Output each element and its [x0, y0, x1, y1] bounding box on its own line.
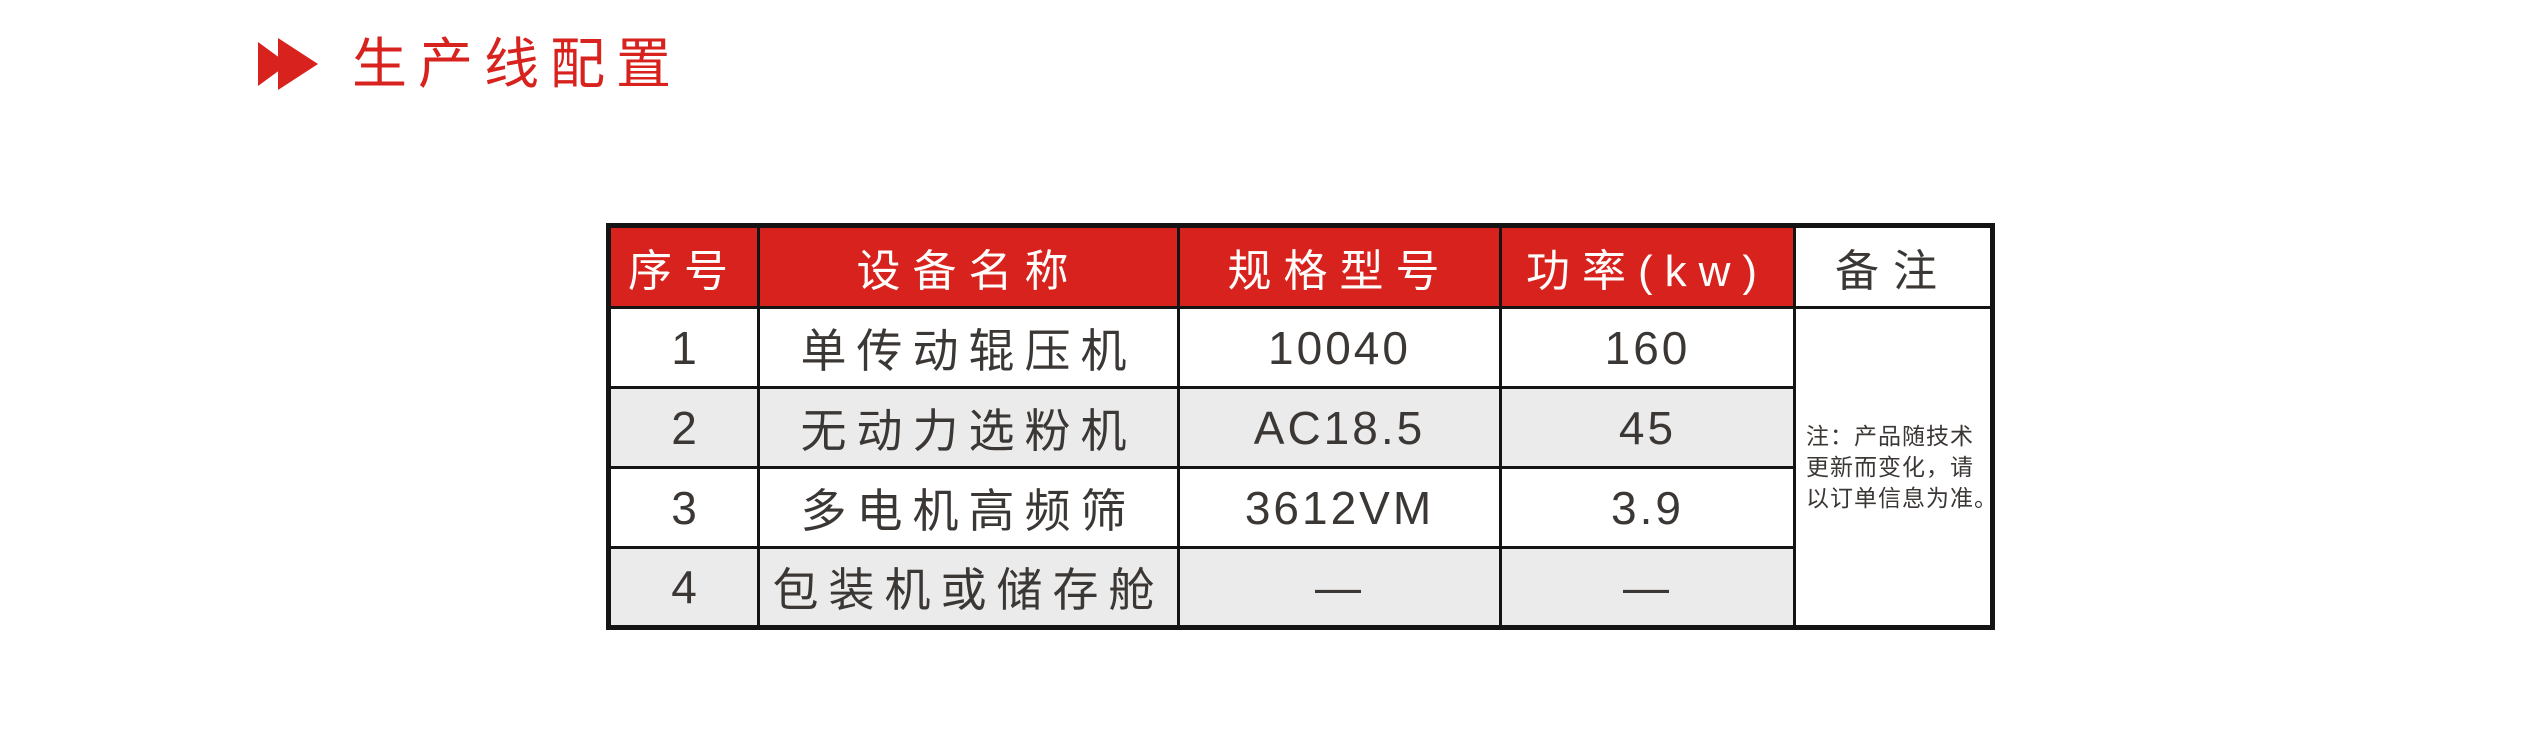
cell-model: 3612VM: [1177, 466, 1502, 549]
cell-model: —: [1177, 546, 1502, 629]
remark-line: 以订单信息为准。: [1806, 484, 1993, 511]
remark-line: 更新而变化，请: [1806, 453, 1974, 480]
production-line-config-table: 序号 设备名称 规格型号 功率(kw) 备注 1 单传动辊压机 10040 16…: [606, 223, 1995, 630]
table-row: 1 单传动辊压机 10040 160 注：产品随技术 更新而变化，请 以订单信息…: [607, 306, 1994, 629]
cell-equipment-name: 单传动辊压机: [757, 306, 1180, 389]
double-right-arrow-icon: [258, 38, 318, 90]
cell-serial: 4: [607, 546, 760, 629]
table-row: 2 无动力选粉机 AC18.5 45: [607, 386, 1993, 469]
section-header: 生产线配置: [258, 24, 682, 104]
cell-remark-note: 注：产品随技术 更新而变化，请 以订单信息为准。: [1793, 306, 1994, 629]
cell-power: —: [1499, 546, 1796, 629]
col-header-remark: 备注: [1793, 224, 1994, 309]
arrow-triangle-large: [278, 38, 318, 90]
page-title: 生产线配置: [352, 32, 683, 95]
remark-line: 注：产品随技术: [1806, 422, 1974, 449]
cell-equipment-name: 无动力选粉机: [757, 386, 1180, 469]
cell-equipment-name: 多电机高频筛: [757, 466, 1180, 549]
cell-model: 10040: [1177, 306, 1502, 389]
cell-serial: 1: [607, 306, 760, 389]
cell-serial: 2: [607, 386, 760, 469]
col-header-model: 规格型号: [1177, 224, 1502, 309]
cell-model: AC18.5: [1177, 386, 1502, 469]
table-header-row: 序号 设备名称 规格型号 功率(kw) 备注: [607, 224, 1994, 309]
col-header-serial: 序号: [607, 224, 760, 309]
cell-power: 160: [1499, 306, 1796, 389]
cell-power: 45: [1499, 386, 1796, 469]
table-row: 4 包装机或储存舱 — —: [607, 546, 1993, 629]
cell-equipment-name: 包装机或储存舱: [757, 546, 1180, 629]
table-row: 3 多电机高频筛 3612VM 3.9: [607, 466, 1993, 549]
col-header-power: 功率(kw): [1499, 224, 1796, 309]
col-header-name: 设备名称: [757, 224, 1180, 309]
cell-serial: 3: [607, 466, 760, 549]
cell-power: 3.9: [1499, 466, 1796, 549]
